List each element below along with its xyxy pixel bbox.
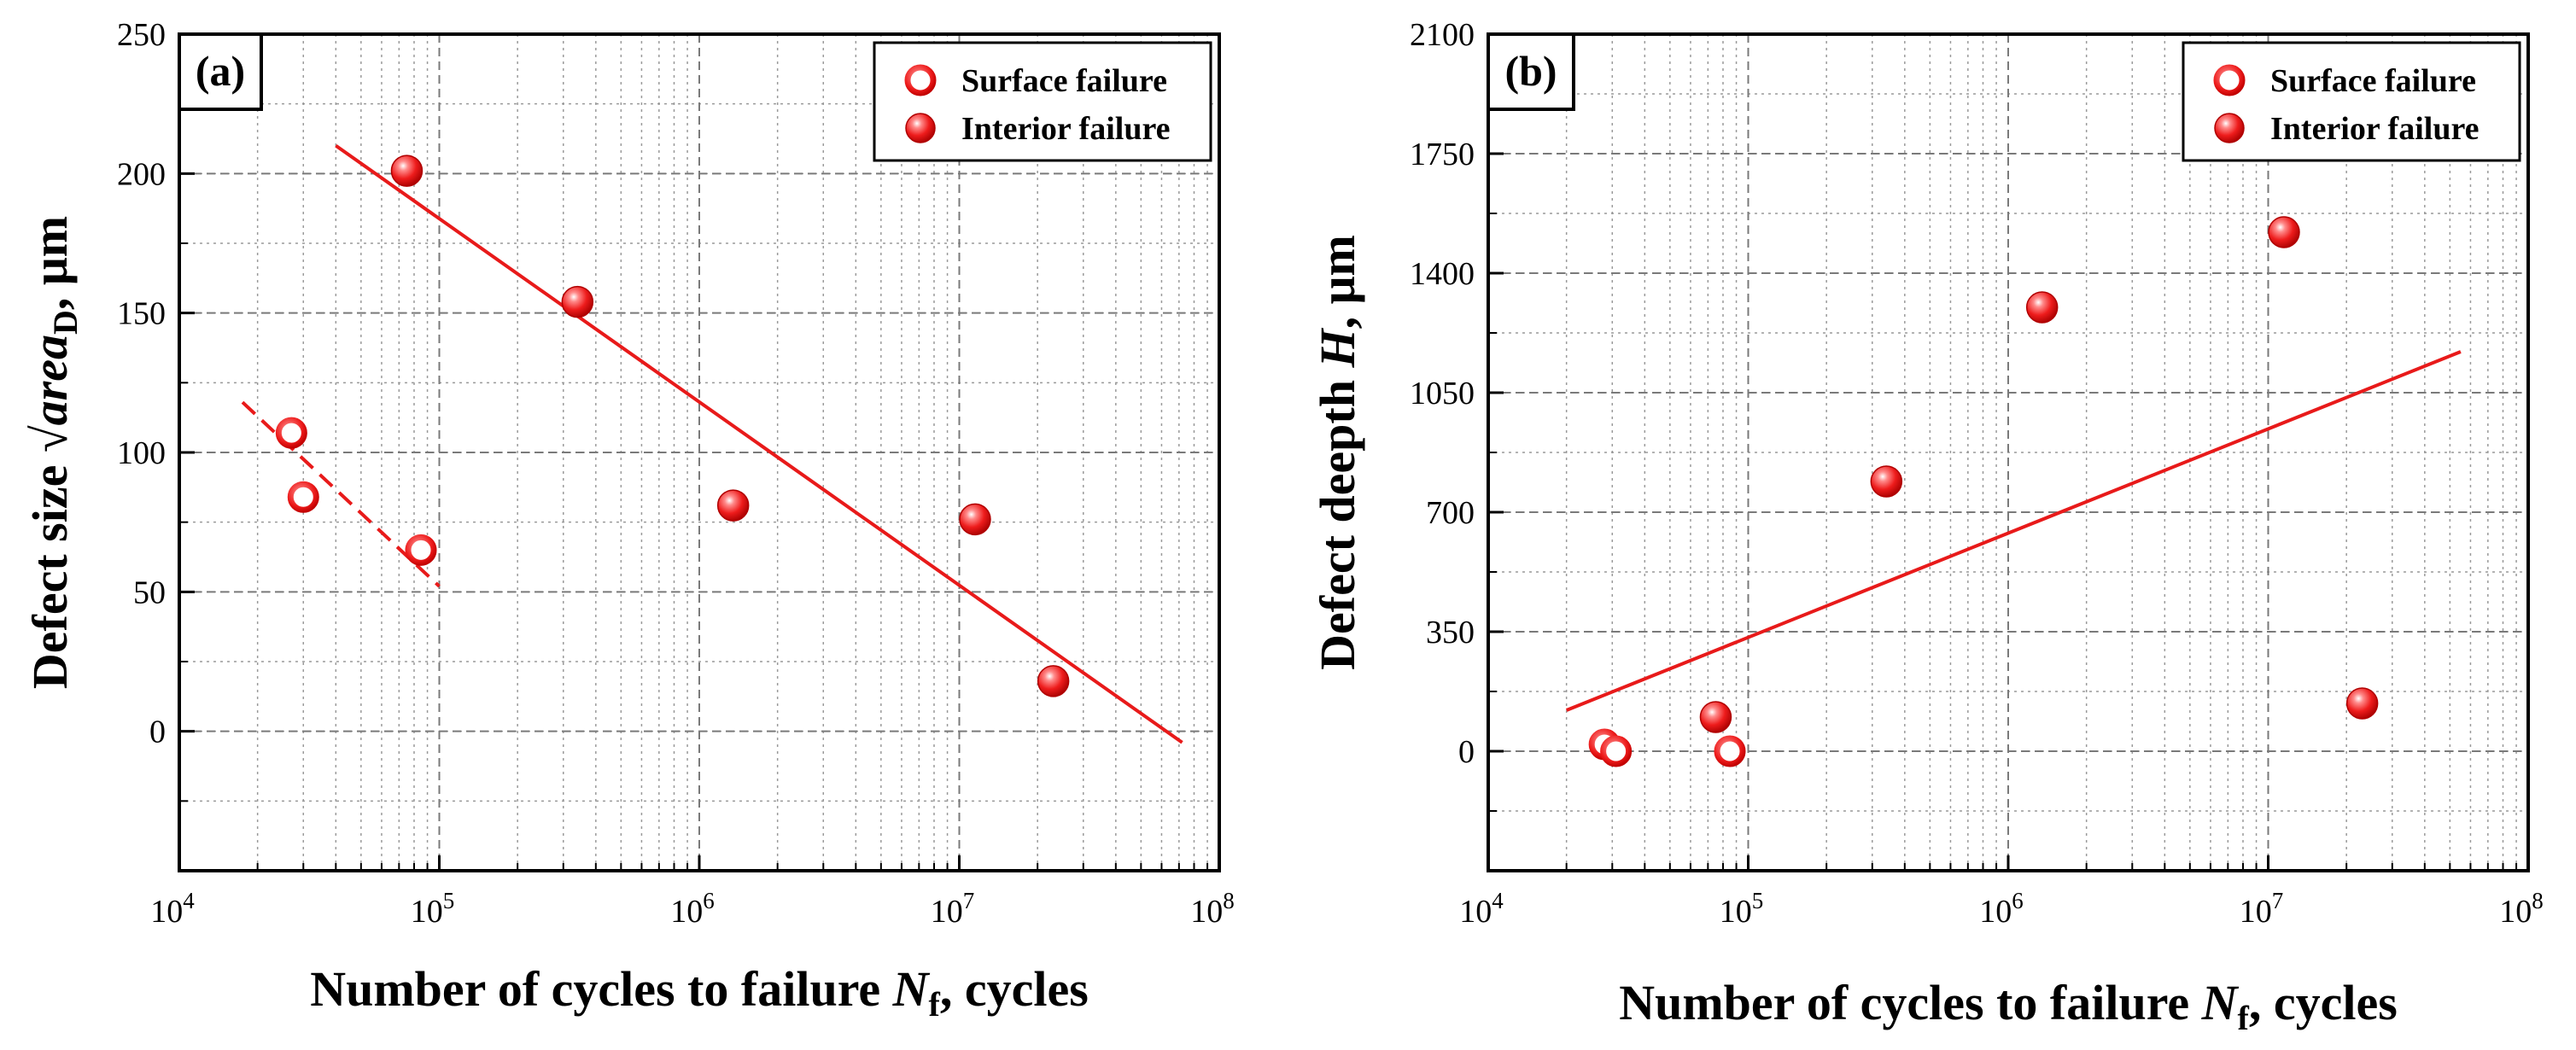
legend-marker-interior bbox=[2214, 113, 2245, 143]
interior-failure-point bbox=[1870, 465, 1903, 498]
chart-panel-a: 104 105 106 107 108 0 50 100 150 200 250 Defect si… bbox=[22, 17, 1235, 1024]
x-tick-label: 104 bbox=[1459, 888, 1504, 930]
interior-failure-point bbox=[959, 503, 991, 536]
surface-failure-point bbox=[1714, 735, 1746, 767]
interior-failure-point bbox=[2025, 291, 2059, 324]
y-tick-label: 2100 bbox=[1410, 17, 1475, 53]
y-tick-label: 1400 bbox=[1410, 256, 1475, 292]
legend: Surface failure Interior failure bbox=[873, 41, 1212, 162]
legend-marker-surface bbox=[2213, 64, 2246, 96]
legend-marker-interior bbox=[905, 113, 936, 143]
legend-label-surface: Surface failure bbox=[961, 63, 1167, 99]
legend-label-surface: Surface failure bbox=[2270, 63, 2476, 99]
x-tick-label: 106 bbox=[1979, 888, 2024, 930]
x-tick-label: 105 bbox=[411, 888, 455, 930]
legend-marker-surface bbox=[904, 64, 937, 96]
x-axis-title: Number of cycles to failure Nf, cycles bbox=[310, 961, 1089, 1024]
y-tick-label: 0 bbox=[149, 715, 166, 750]
y-tick-label: 150 bbox=[117, 296, 166, 332]
surface-failure-point bbox=[275, 417, 307, 449]
y-tick-label: 350 bbox=[1426, 615, 1475, 650]
panel-label-a: (a) bbox=[178, 32, 263, 111]
panel-label-text: (a) bbox=[196, 47, 245, 95]
y-tick-label: 0 bbox=[1458, 734, 1475, 770]
legend: Surface failure Interior failure bbox=[2182, 41, 2521, 162]
chart-panel-b: 104 105 106 107 108 0 350 700 1050 1400 1750 2100 D… bbox=[1310, 17, 2544, 1037]
surface-failure-point bbox=[405, 534, 437, 566]
legend-label-interior: Interior failure bbox=[961, 111, 1171, 147]
y-tick-label: 1750 bbox=[1410, 137, 1475, 172]
x-tick-label: 107 bbox=[931, 888, 975, 930]
y-tick-label: 50 bbox=[133, 575, 166, 610]
interior-failure-point bbox=[390, 155, 423, 187]
y-tick-label: 100 bbox=[117, 435, 166, 471]
surface-failure-point bbox=[1600, 735, 1633, 767]
interior-fit-line bbox=[335, 144, 1183, 744]
x-tick-label: 107 bbox=[2240, 888, 2284, 930]
x-tick-label: 108 bbox=[1190, 888, 1235, 930]
legend-label-interior: Interior failure bbox=[2270, 111, 2480, 147]
y-tick-label: 200 bbox=[117, 156, 166, 192]
y-axis-title: Defect deepth H, μm bbox=[1310, 235, 1365, 670]
interior-failure-point bbox=[716, 489, 750, 522]
x-tick-label: 108 bbox=[2499, 888, 2544, 930]
surface-failure-point bbox=[287, 481, 319, 513]
panel-label-text: (b) bbox=[1504, 47, 1557, 95]
interior-failure-point bbox=[561, 285, 594, 318]
x-tick-label: 104 bbox=[150, 888, 195, 930]
y-tick-label: 1050 bbox=[1410, 376, 1475, 411]
interior-fit-line bbox=[1565, 350, 2462, 712]
y-tick-label: 700 bbox=[1426, 495, 1475, 531]
y-tick-label: 250 bbox=[117, 17, 166, 53]
interior-failure-point bbox=[2345, 687, 2379, 720]
panel-label-b: (b) bbox=[1487, 32, 1575, 111]
interior-failure-point bbox=[1699, 701, 1732, 733]
x-tick-label: 105 bbox=[1720, 888, 1764, 930]
interior-failure-point bbox=[2268, 216, 2300, 248]
x-axis-title: Number of cycles to failure Nf, cycles bbox=[1619, 975, 2398, 1037]
interior-failure-point bbox=[1037, 665, 1070, 697]
x-tick-label: 106 bbox=[670, 888, 715, 930]
y-axis-title: Defect size √areaD, μm bbox=[22, 216, 85, 689]
